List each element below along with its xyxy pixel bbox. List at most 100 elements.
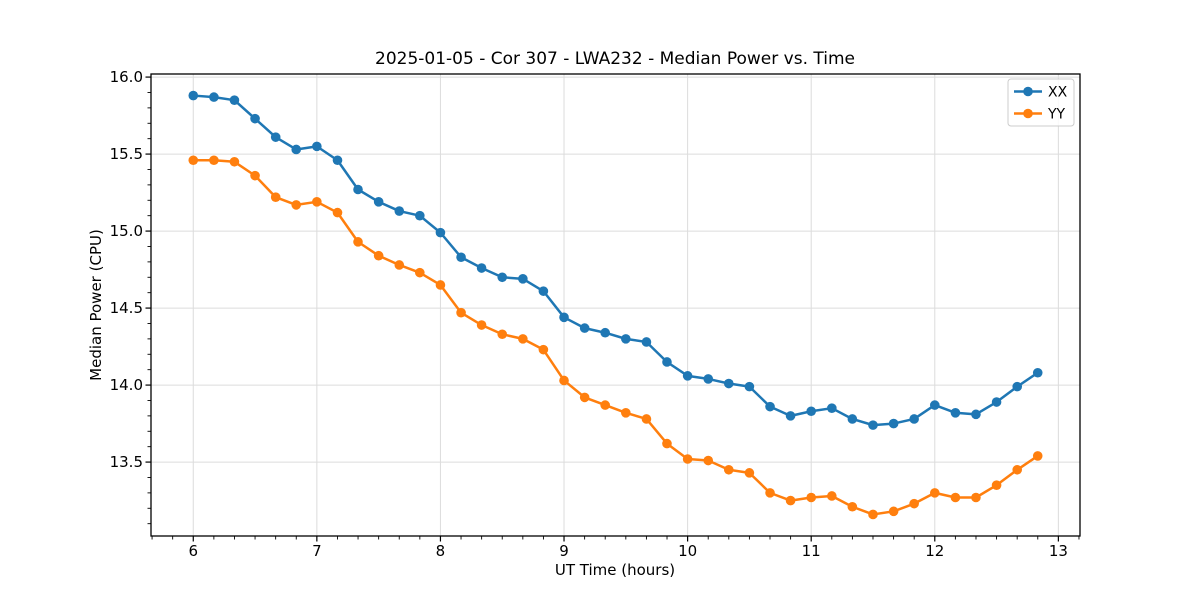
y-tick-label: 15.0 [110, 222, 143, 240]
data-point-marker [209, 92, 219, 102]
data-point-marker [1032, 367, 1043, 378]
data-point-marker [929, 488, 940, 498]
legend-label-yy: YY [1047, 107, 1066, 123]
data-point-marker [373, 197, 384, 207]
data-point-marker [518, 274, 528, 284]
legend-marker-icon [1023, 108, 1033, 119]
data-point-marker [538, 286, 549, 296]
data-point-marker [950, 408, 961, 418]
data-point-marker [250, 113, 260, 124]
data-point-marker [559, 375, 569, 386]
data-point-marker [888, 418, 899, 429]
gridlines [151, 74, 1080, 536]
data-point-marker [662, 438, 672, 449]
data-point-marker [703, 374, 714, 384]
data-point-marker [827, 403, 837, 413]
legend: XX YY [1007, 78, 1075, 127]
data-point-marker [415, 210, 425, 221]
y-axis-label: Median Power (CPU) [87, 229, 105, 381]
data-point-marker [353, 184, 363, 195]
data-point-marker [868, 420, 878, 430]
tick-labels: 6 7 8 9 10 11 12 13 13.5 14.0 14.5 15.0 15.5 16.0 [110, 68, 1068, 560]
x-tick-label: 6 [188, 542, 198, 560]
data-point-marker [373, 250, 384, 261]
data-point-marker [682, 371, 693, 381]
data-point-marker [744, 468, 755, 478]
data-point-marker [847, 414, 858, 424]
data-point-marker [518, 334, 528, 344]
data-point-marker [929, 400, 940, 410]
x-tick-label: 12 [925, 542, 944, 560]
data-point-marker [270, 132, 281, 142]
y-tick-label: 13.5 [110, 453, 143, 471]
data-point-marker [621, 408, 631, 418]
data-point-marker [291, 200, 302, 210]
data-point-marker [1032, 451, 1043, 461]
series-xx [188, 90, 1043, 430]
legend-marker-icon [1023, 86, 1033, 97]
data-series [188, 90, 1043, 520]
data-point-marker [312, 141, 322, 152]
data-point-marker [909, 414, 919, 424]
data-point-marker [415, 267, 425, 278]
data-point-marker [971, 409, 981, 420]
data-point-marker [662, 357, 672, 367]
data-point-marker [1012, 464, 1023, 475]
data-point-marker [703, 455, 714, 466]
data-point-marker [394, 206, 405, 216]
data-point-marker [291, 144, 302, 155]
legend-label-xx: XX [1048, 85, 1068, 101]
x-tick-label: 8 [436, 542, 446, 560]
data-point-marker [497, 272, 508, 283]
data-point-marker [209, 155, 219, 166]
data-point-marker [785, 495, 796, 506]
data-point-marker [353, 237, 363, 247]
data-point-marker [682, 454, 693, 464]
y-tick-label: 14.5 [110, 299, 143, 317]
x-axis-label: UT Time (hours) [555, 561, 675, 579]
y-tick-label: 14.0 [110, 376, 143, 394]
data-point-marker [641, 337, 652, 347]
data-point-marker [785, 411, 796, 421]
data-point-marker [641, 414, 652, 424]
data-point-marker [476, 263, 487, 273]
data-point-marker [950, 492, 961, 503]
y-tick-label: 16.0 [110, 68, 143, 86]
data-point-marker [1012, 381, 1023, 392]
data-point-marker [229, 156, 240, 167]
data-point-marker [250, 170, 260, 181]
data-point-marker [394, 260, 405, 270]
data-point-marker [332, 155, 343, 166]
data-point-marker [621, 334, 631, 344]
data-point-marker [332, 207, 343, 218]
x-tick-label: 7 [312, 542, 322, 560]
legend-entry-xx: XX [1014, 85, 1068, 101]
data-point-marker [868, 509, 878, 520]
data-point-marker [806, 492, 816, 503]
series-yy [188, 155, 1043, 520]
x-tick-label: 9 [559, 542, 569, 560]
data-point-marker [229, 95, 240, 105]
data-point-marker [456, 252, 466, 263]
data-point-marker [847, 501, 858, 512]
data-point-marker [888, 506, 899, 517]
data-point-marker [991, 397, 1002, 407]
x-tick-label: 11 [802, 542, 821, 560]
x-tick-label: 10 [678, 542, 697, 560]
x-tick-label: 13 [1049, 542, 1068, 560]
data-point-marker [806, 406, 816, 417]
data-point-marker [600, 400, 610, 410]
data-point-marker [456, 307, 466, 318]
data-point-marker [971, 492, 981, 503]
data-point-marker [909, 498, 919, 509]
data-point-marker [270, 192, 281, 202]
chart-title: 2025-01-05 - Cor 307 - LWA232 - Median P… [375, 49, 855, 69]
data-point-marker [723, 464, 734, 475]
series-line [192, 158, 1039, 516]
data-point-marker [765, 401, 775, 412]
data-point-marker [188, 155, 199, 166]
data-point-marker [497, 329, 508, 340]
data-point-marker [312, 197, 322, 207]
data-point-marker [476, 320, 487, 330]
